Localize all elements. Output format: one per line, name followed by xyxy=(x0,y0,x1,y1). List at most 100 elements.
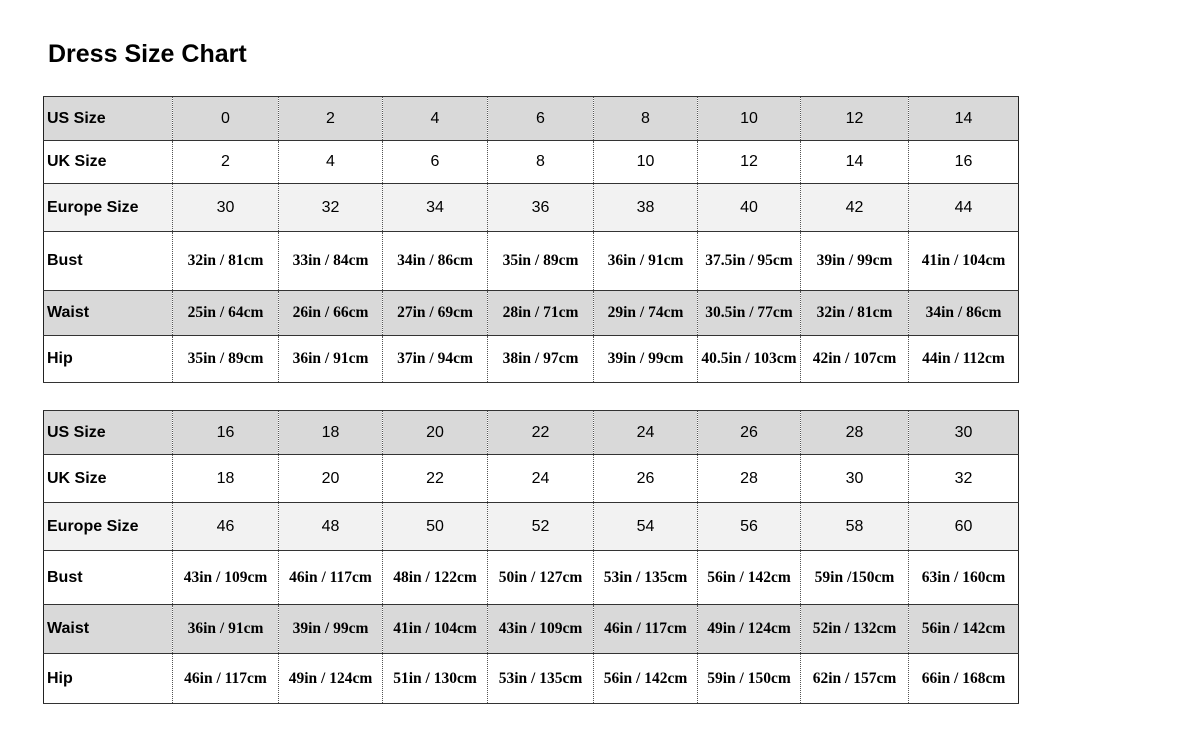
row-label: Bust xyxy=(43,231,173,291)
table-cell: 39in / 99cm xyxy=(800,231,909,291)
table-cell: 58 xyxy=(800,502,909,551)
table-cell: 24 xyxy=(593,410,698,455)
table-cell: 40 xyxy=(697,183,801,232)
table-cell: 49in / 124cm xyxy=(278,653,383,704)
table-cell: 35in / 89cm xyxy=(487,231,594,291)
table-cell: 26 xyxy=(593,454,698,503)
table-cell: 48 xyxy=(278,502,383,551)
table-cell: 14 xyxy=(908,96,1019,141)
table-cell: 22 xyxy=(487,410,594,455)
table-cell: 28 xyxy=(800,410,909,455)
row-label: UK Size xyxy=(43,454,173,503)
table-cell: 14 xyxy=(800,140,909,184)
table-cell: 41in / 104cm xyxy=(382,604,488,654)
table-cell: 30 xyxy=(908,410,1019,455)
table-cell: 49in / 124cm xyxy=(697,604,801,654)
row-label: US Size xyxy=(43,410,173,455)
table-cell: 4 xyxy=(382,96,488,141)
table-cell: 59in /150cm xyxy=(800,550,909,605)
table-cell: 33in / 84cm xyxy=(278,231,383,291)
row-label: Europe Size xyxy=(43,183,173,232)
table-cell: 56in / 142cm xyxy=(908,604,1019,654)
table-cell: 62in / 157cm xyxy=(800,653,909,704)
table-cell: 29in / 74cm xyxy=(593,290,698,336)
table-cell: 10 xyxy=(593,140,698,184)
table-row-hip: Hip 46in / 117cm 49in / 124cm 51in / 130cm 5… xyxy=(43,653,1019,704)
row-label: Bust xyxy=(43,550,173,605)
table-cell: 30 xyxy=(800,454,909,503)
table-cell: 20 xyxy=(382,410,488,455)
table-cell: 38 xyxy=(593,183,698,232)
table-cell: 38in / 97cm xyxy=(487,335,594,383)
table-cell: 36 xyxy=(487,183,594,232)
row-label: Waist xyxy=(43,604,173,654)
table-cell: 18 xyxy=(278,410,383,455)
table-cell: 46 xyxy=(172,502,279,551)
table-cell: 54 xyxy=(593,502,698,551)
table-cell: 35in / 89cm xyxy=(172,335,279,383)
table-cell: 40.5in / 103cm xyxy=(697,335,801,383)
table-cell: 59in / 150cm xyxy=(697,653,801,704)
table-cell: 8 xyxy=(593,96,698,141)
size-table-2: US Size 16 18 20 22 24 26 28 30 UK Size 18 20 22 24 26… xyxy=(43,410,1019,704)
table-cell: 53in / 135cm xyxy=(593,550,698,605)
table-cell: 6 xyxy=(487,96,594,141)
table-cell: 16 xyxy=(172,410,279,455)
table-cell: 36in / 91cm xyxy=(172,604,279,654)
table-cell: 56in / 142cm xyxy=(697,550,801,605)
table-cell: 2 xyxy=(172,140,279,184)
size-table-1: US Size 0 2 4 6 8 10 12 14 UK Size 2 4 6 8 10 12 14 16 Eur… xyxy=(43,96,1019,383)
table-cell: 0 xyxy=(172,96,279,141)
table-row-uk-size: UK Size 2 4 6 8 10 12 14 16 xyxy=(43,140,1019,184)
table-cell: 18 xyxy=(172,454,279,503)
row-label: Europe Size xyxy=(43,502,173,551)
table-cell: 48in / 122cm xyxy=(382,550,488,605)
table-row-bust: Bust 32in / 81cm 33in / 84cm 34in / 86cm 35i… xyxy=(43,231,1019,291)
table-cell: 44in / 112cm xyxy=(908,335,1019,383)
row-label: US Size xyxy=(43,96,173,141)
table-cell: 37in / 94cm xyxy=(382,335,488,383)
table-cell: 46in / 117cm xyxy=(172,653,279,704)
table-cell: 34in / 86cm xyxy=(908,290,1019,336)
table-cell: 34in / 86cm xyxy=(382,231,488,291)
table-row-waist: Waist 25in / 64cm 26in / 66cm 27in / 69cm 28… xyxy=(43,290,1019,336)
table-cell: 52in / 132cm xyxy=(800,604,909,654)
table-cell: 6 xyxy=(382,140,488,184)
row-label: Hip xyxy=(43,335,173,383)
table-cell: 43in / 109cm xyxy=(487,604,594,654)
table-cell: 4 xyxy=(278,140,383,184)
table-row-waist: Waist 36in / 91cm 39in / 99cm 41in / 104cm 4… xyxy=(43,604,1019,654)
table-cell: 24 xyxy=(487,454,594,503)
table-cell: 50in / 127cm xyxy=(487,550,594,605)
table-cell: 43in / 109cm xyxy=(172,550,279,605)
table-cell: 28in / 71cm xyxy=(487,290,594,336)
table-cell: 56 xyxy=(697,502,801,551)
table-cell: 52 xyxy=(487,502,594,551)
table-cell: 26in / 66cm xyxy=(278,290,383,336)
table-cell: 28 xyxy=(697,454,801,503)
row-label: Hip xyxy=(43,653,173,704)
table-row-uk-size: UK Size 18 20 22 24 26 28 30 32 xyxy=(43,454,1019,503)
row-label: Waist xyxy=(43,290,173,336)
table-cell: 10 xyxy=(697,96,801,141)
table-row-bust: Bust 43in / 109cm 46in / 117cm 48in / 122cm… xyxy=(43,550,1019,605)
table-cell: 42 xyxy=(800,183,909,232)
table-cell: 66in / 168cm xyxy=(908,653,1019,704)
table-cell: 41in / 104cm xyxy=(908,231,1019,291)
table-cell: 56in / 142cm xyxy=(593,653,698,704)
table-cell: 16 xyxy=(908,140,1019,184)
table-cell: 53in / 135cm xyxy=(487,653,594,704)
table-cell: 30.5in / 77cm xyxy=(697,290,801,336)
table-cell: 25in / 64cm xyxy=(172,290,279,336)
table-cell: 44 xyxy=(908,183,1019,232)
table-cell: 32 xyxy=(278,183,383,232)
table-cell: 2 xyxy=(278,96,383,141)
table-cell: 60 xyxy=(908,502,1019,551)
table-cell: 32in / 81cm xyxy=(800,290,909,336)
table-cell: 32in / 81cm xyxy=(172,231,279,291)
table-cell: 36in / 91cm xyxy=(278,335,383,383)
table-cell: 39in / 99cm xyxy=(593,335,698,383)
table-cell: 50 xyxy=(382,502,488,551)
page-title: Dress Size Chart xyxy=(48,40,247,68)
table-cell: 63in / 160cm xyxy=(908,550,1019,605)
